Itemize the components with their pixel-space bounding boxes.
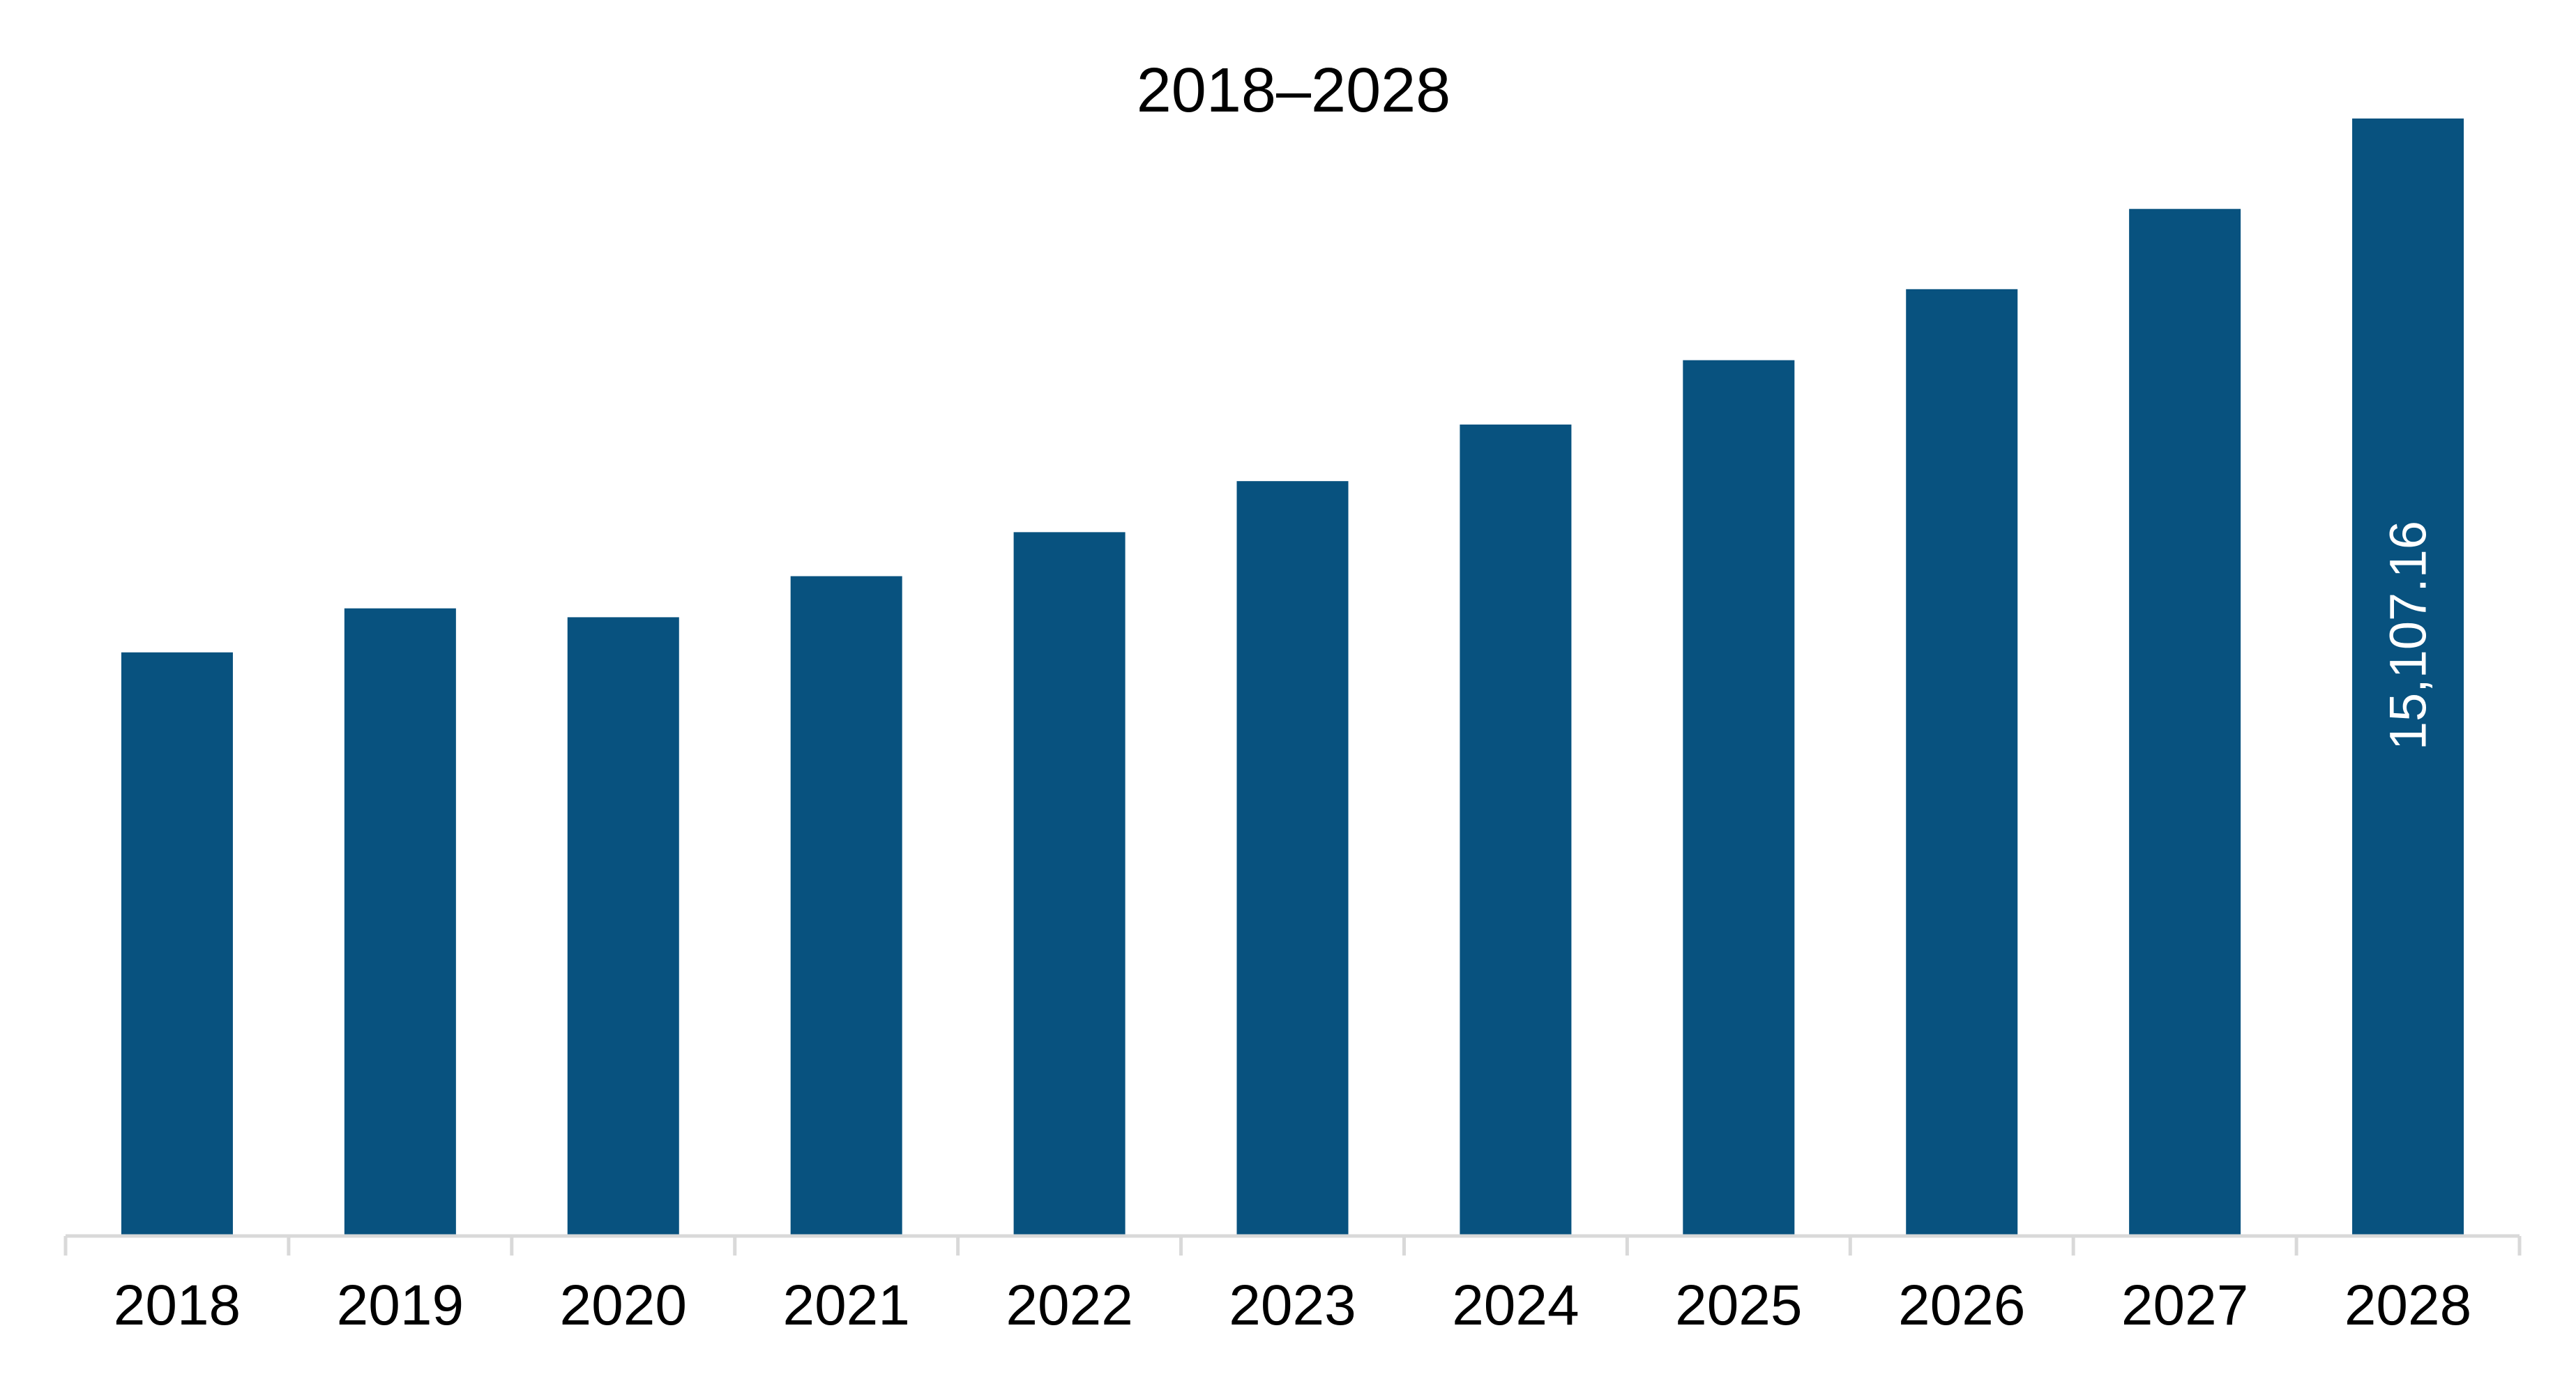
x-tick-label-2021: 2021 bbox=[782, 1274, 909, 1337]
chart-title: 2018–2028 bbox=[1137, 56, 1450, 125]
bar-2024 bbox=[1460, 424, 1572, 1237]
bar-2028 bbox=[2352, 119, 2464, 1236]
bar-2019 bbox=[344, 608, 456, 1236]
bar-2020 bbox=[567, 617, 679, 1236]
x-tick-label-2020: 2020 bbox=[560, 1274, 687, 1337]
x-tick-label-2018: 2018 bbox=[114, 1274, 241, 1337]
x-tick-label-2024: 2024 bbox=[1452, 1274, 1579, 1337]
bar-2025 bbox=[1683, 360, 1795, 1237]
x-tick-label-2027: 2027 bbox=[2121, 1274, 2248, 1337]
x-tick-label-2026: 2026 bbox=[1898, 1274, 2025, 1337]
x-tick-label-2019: 2019 bbox=[337, 1274, 464, 1337]
x-axis bbox=[63, 1234, 2522, 1256]
data-labels: 15,107.16 bbox=[2379, 521, 2437, 750]
x-tick-label-2028: 2028 bbox=[2344, 1274, 2471, 1337]
bars bbox=[121, 119, 2464, 1237]
x-tick-label-2023: 2023 bbox=[1229, 1274, 1356, 1337]
x-tick-label-2025: 2025 bbox=[1675, 1274, 1802, 1337]
x-tick-labels: 2018 2019 2020 2021 2022 2023 2024 2025 2026 2027… bbox=[114, 1274, 2472, 1337]
bar-2021 bbox=[790, 576, 902, 1236]
data-label-2028: 15,107.16 bbox=[2379, 521, 2437, 750]
bar-2026 bbox=[1906, 289, 2018, 1236]
bar-2022 bbox=[1013, 532, 1126, 1236]
bar-2023 bbox=[1236, 481, 1349, 1237]
x-tick-label-2022: 2022 bbox=[1006, 1274, 1132, 1337]
bar-2018 bbox=[121, 652, 233, 1236]
bar-2027 bbox=[2129, 208, 2241, 1236]
